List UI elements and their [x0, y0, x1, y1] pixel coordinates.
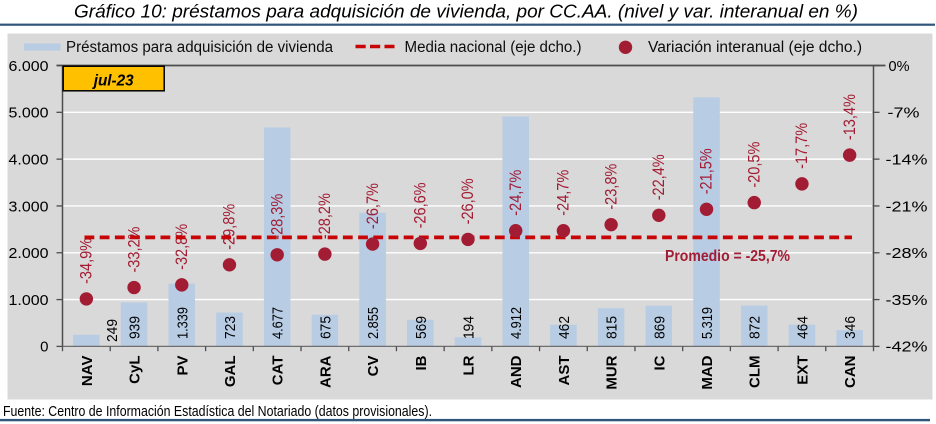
svg-text:GAL: GAL: [222, 356, 239, 388]
svg-text:-28%: -28%: [886, 245, 928, 262]
svg-text:815: 815: [604, 316, 621, 339]
svg-text:-28,3%: -28,3%: [267, 194, 286, 240]
svg-text:Préstamos para adquisición de: Préstamos para adquisición de vivienda: [66, 39, 333, 56]
svg-text:jul-23: jul-23: [92, 73, 134, 90]
svg-text:0: 0: [40, 339, 48, 356]
svg-text:872: 872: [747, 316, 764, 339]
svg-text:194: 194: [461, 316, 478, 339]
svg-text:IB: IB: [413, 355, 430, 370]
svg-text:CLM: CLM: [747, 356, 764, 389]
svg-text:939: 939: [127, 316, 144, 339]
svg-text:569: 569: [413, 316, 430, 339]
svg-text:-42%: -42%: [886, 339, 928, 356]
svg-text:-22,4%: -22,4%: [649, 154, 668, 200]
svg-text:EXT: EXT: [794, 356, 811, 385]
svg-text:2.000: 2.000: [9, 245, 49, 262]
svg-text:-26,7%: -26,7%: [363, 183, 382, 229]
svg-text:-24,7%: -24,7%: [506, 170, 525, 216]
svg-text:462: 462: [556, 316, 573, 339]
svg-text:Media nacional (eje dcho.): Media nacional (eje dcho.): [405, 39, 582, 56]
svg-text:Fuente: Centro de Información: Fuente: Centro de Información Estadístic…: [3, 404, 432, 420]
svg-text:675: 675: [317, 316, 334, 339]
svg-text:-24,7%: -24,7%: [554, 170, 573, 216]
svg-text:AST: AST: [556, 356, 573, 386]
svg-text:4.000: 4.000: [9, 151, 49, 168]
svg-text:-21%: -21%: [886, 198, 928, 215]
svg-text:CyL: CyL: [127, 356, 144, 384]
svg-text:1.000: 1.000: [9, 292, 49, 309]
svg-text:869: 869: [651, 316, 668, 339]
svg-text:5.319: 5.319: [699, 307, 716, 339]
svg-text:ARA: ARA: [317, 355, 334, 388]
svg-text:AND: AND: [508, 355, 525, 388]
svg-text:-17,7%: -17,7%: [792, 123, 811, 169]
svg-text:1.339: 1.339: [174, 307, 191, 339]
svg-text:MUR: MUR: [604, 355, 621, 389]
svg-text:-20,5%: -20,5%: [744, 142, 763, 188]
svg-text:Promedio = -25,7%: Promedio = -25,7%: [665, 248, 790, 265]
svg-text:-21,5%: -21,5%: [697, 148, 716, 194]
svg-text:4.912: 4.912: [508, 307, 525, 339]
svg-text:346: 346: [842, 316, 859, 339]
svg-text:-33,2%: -33,2%: [124, 227, 143, 273]
svg-text:CAT: CAT: [270, 356, 287, 386]
svg-text:-35%: -35%: [886, 292, 928, 309]
svg-text:4.677: 4.677: [270, 307, 287, 339]
svg-text:3.000: 3.000: [9, 198, 49, 215]
svg-text:249: 249: [104, 319, 121, 342]
svg-text:IC: IC: [651, 355, 668, 370]
svg-text:-26,0%: -26,0%: [458, 178, 477, 224]
svg-text:-13,4%: -13,4%: [840, 94, 859, 140]
svg-text:MAD: MAD: [699, 355, 716, 389]
svg-text:-7%: -7%: [888, 105, 920, 122]
svg-text:-32,8%: -32,8%: [172, 224, 191, 270]
svg-text:Gráfico 10: préstamos para adq: Gráfico 10: préstamos para adquisición d…: [74, 2, 858, 22]
svg-text:2.855: 2.855: [365, 307, 382, 339]
svg-text:Variación interanual (eje dcho: Variación interanual (eje dcho.): [648, 39, 862, 56]
svg-text:5.000: 5.000: [9, 105, 49, 122]
svg-text:-26,6%: -26,6%: [410, 182, 429, 228]
svg-text:PV: PV: [174, 356, 191, 376]
svg-text:-23,8%: -23,8%: [601, 164, 620, 210]
svg-text:6.000: 6.000: [9, 58, 49, 75]
svg-text:CV: CV: [365, 356, 382, 377]
svg-text:CAN: CAN: [842, 356, 859, 389]
svg-text:464: 464: [794, 316, 811, 339]
svg-text:-29,8%: -29,8%: [220, 204, 239, 250]
svg-text:723: 723: [222, 316, 239, 339]
svg-text:-28,2%: -28,2%: [315, 193, 334, 239]
svg-text:LR: LR: [461, 355, 478, 375]
svg-text:0%: 0%: [889, 58, 910, 75]
svg-text:-34,9%: -34,9%: [77, 238, 96, 284]
svg-text:-14%: -14%: [886, 151, 928, 168]
svg-text:NAV: NAV: [79, 356, 96, 387]
